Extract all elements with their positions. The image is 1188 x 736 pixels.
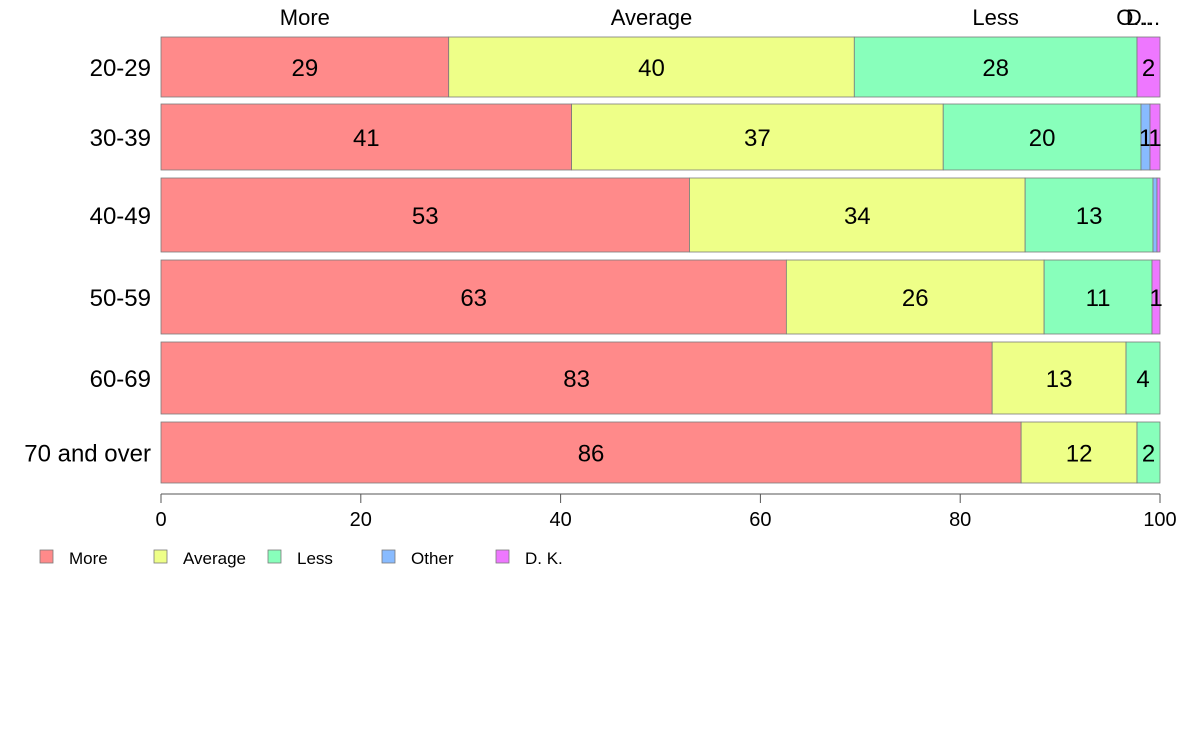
bar-30-39-d-k (1149, 103, 1161, 171)
column-label-d-k: D... (1126, 5, 1160, 30)
category-labels: 20-29 30-39 40-49 50-59 60-69 70 and over (24, 55, 151, 468)
legend-label-d-k: D. K. (525, 549, 563, 568)
data-label-60-69-average: 13 (1046, 366, 1073, 393)
bar-50-59-more (160, 259, 787, 335)
data-label-20-29-average: 40 (638, 55, 665, 82)
x-tick-label-20: 20 (350, 509, 372, 531)
x-tick-label-60: 60 (749, 509, 771, 531)
data-label-40-49-more: 53 (412, 203, 439, 230)
bar-40-49-d-k (1156, 177, 1161, 253)
bar-20-29-more (160, 36, 450, 98)
data-label-30-39-average: 37 (744, 125, 771, 152)
data-label-20-29-less: 28 (982, 55, 1009, 82)
bar-30-39-average (571, 103, 944, 171)
bar-70-and-over-average (1020, 421, 1138, 484)
data-label-60-69-more: 83 (563, 366, 590, 393)
legend-swatch-average (153, 549, 168, 564)
data-label-30-39-less: 20 (1029, 125, 1056, 152)
bar-50-59-average (785, 259, 1045, 335)
bar-30-39-more (160, 103, 572, 171)
bar-30-39-less (942, 103, 1142, 171)
x-tick-label-100: 100 (1143, 509, 1176, 531)
legend-item-d-k: D. K. (495, 549, 563, 568)
legend-swatch-less (267, 549, 282, 564)
data-label-50-59-less: 11 (1086, 285, 1111, 312)
category-label-20-29: 20-29 (90, 55, 151, 82)
legend-label-average: Average (183, 549, 246, 568)
data-label-50-59-average: 26 (902, 285, 929, 312)
data-label-70-and-over-average: 12 (1066, 441, 1093, 468)
column-label-more: More (280, 5, 330, 30)
data-label-70-and-over-less: 2 (1142, 441, 1155, 468)
x-axis: 0 20 40 60 80 100 (155, 493, 1177, 531)
bar-70-and-over-more (160, 421, 1022, 484)
x-tick-label-0: 0 (155, 509, 166, 531)
category-label-70-and-over: 70 and over (24, 441, 151, 468)
x-tick-label-40: 40 (549, 509, 571, 531)
data-label-30-39-d-k: 1 (1148, 125, 1161, 152)
bar-50-59-d-k (1151, 259, 1161, 335)
data-label-70-and-over-more: 86 (578, 441, 605, 468)
bar-20-29-average (448, 36, 855, 98)
category-label-30-39: 30-39 (90, 125, 151, 152)
data-label-50-59-more: 63 (460, 285, 487, 312)
data-label-50-59-d-k: 1 (1149, 285, 1162, 312)
legend: More Average Less Other D. K. (39, 549, 563, 568)
column-label-less: Less (972, 5, 1018, 30)
legend-label-more: More (69, 549, 108, 568)
bar-20-29-d-k (1136, 36, 1161, 98)
data-label-40-49-average: 34 (844, 203, 871, 230)
bar-40-49-more (160, 177, 690, 253)
legend-label-other: Other (411, 549, 454, 568)
category-label-50-59: 50-59 (90, 285, 151, 312)
legend-item-average: Average (153, 549, 246, 568)
data-label-40-49-less: 13 (1076, 203, 1103, 230)
data-label-60-69-less: 4 (1136, 366, 1149, 393)
bar-40-49-less (1024, 177, 1154, 253)
legend-swatch-more (39, 549, 54, 564)
column-labels: More Average Less O...D... (280, 5, 1160, 30)
legend-item-other: Other (381, 549, 454, 568)
bar-50-59-less (1043, 259, 1153, 335)
data-label-30-39-other: 1 (1139, 125, 1152, 152)
x-tick-label-80: 80 (949, 509, 971, 531)
legend-swatch-other (381, 549, 396, 564)
legend-swatch-d-k (495, 549, 510, 564)
category-label-60-69: 60-69 (90, 366, 151, 393)
bar-60-69-less (1125, 341, 1161, 415)
legend-label-less: Less (297, 549, 333, 568)
column-label-other: O... (1116, 5, 1151, 30)
bar-60-69-average (991, 341, 1127, 415)
bar-70-and-over-less (1136, 421, 1161, 484)
data-label-20-29-more: 29 (292, 55, 319, 82)
category-label-40-49: 40-49 (90, 203, 151, 230)
data-label-20-29-d-k: 2 (1142, 55, 1155, 82)
legend-item-less: Less (267, 549, 333, 568)
column-label-average: Average (611, 5, 693, 30)
legend-item-more: More (39, 549, 108, 568)
data-label-30-39-more: 41 (353, 125, 380, 152)
bar-40-49-other (1152, 177, 1158, 253)
bar-20-29-less (853, 36, 1138, 98)
